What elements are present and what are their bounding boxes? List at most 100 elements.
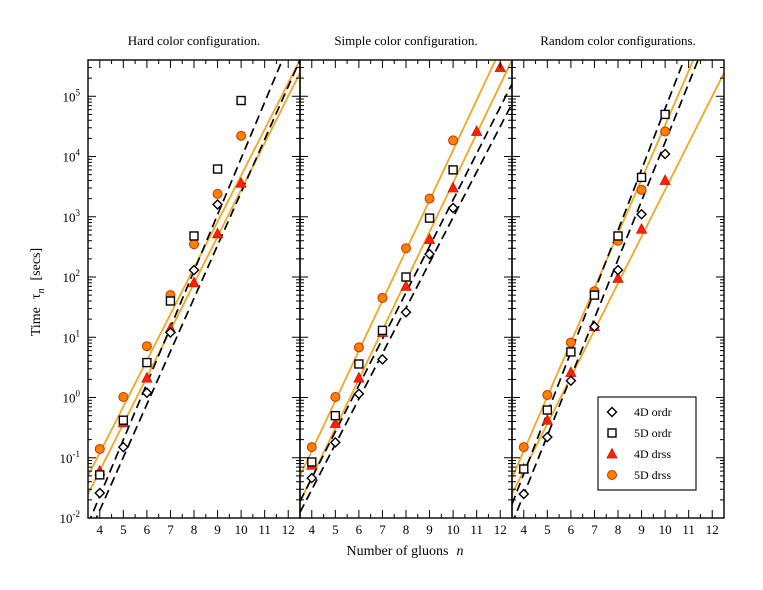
data-point-5d-ordr — [307, 457, 317, 467]
data-point-5d-ordr — [354, 359, 364, 369]
y-tick-label: 10-1 — [60, 449, 81, 466]
x-tick-label: 6 — [144, 522, 151, 537]
x-ticks: 4 5 6 7 8 9 10 11 12 — [299, 60, 513, 537]
data-point-4d-drss — [447, 181, 459, 193]
data-point-4d-drss — [141, 371, 153, 383]
data-point-4d-drss — [188, 276, 200, 288]
x-tick-label: 8 — [403, 522, 410, 537]
data-point-4d-ordr — [424, 248, 436, 260]
data-point-5d-drss — [94, 443, 105, 454]
fit-line-4d-ordr — [95, 60, 300, 518]
panel-title: Simple color configuration. — [334, 33, 477, 48]
x-tick-label: 8 — [191, 522, 198, 537]
data-point-5d-drss — [118, 391, 129, 402]
data-point-4d-ordr — [659, 148, 671, 160]
legend-label: 5D drss — [634, 468, 671, 482]
data-point-5d-drss — [212, 188, 223, 199]
axis-labels: Number of gluons n Timeτn[secs] — [29, 248, 463, 559]
panel-1: Hard color configuration. 4 5 6 7 8 9 10 11 12 — [87, 33, 301, 537]
data-point-4d-drss — [541, 413, 553, 425]
data-point-4d-ordr — [518, 488, 530, 500]
x-tick-label: 4 — [521, 522, 528, 537]
legend: 4D ordr 5D ordr 4D drss 5D drss — [597, 396, 697, 491]
legend-label: 4D ordr — [634, 405, 672, 419]
data-point-5d-ordr — [377, 325, 388, 336]
data-point-5d-drss — [636, 184, 647, 195]
data-point-4d-drss — [659, 174, 671, 185]
panel-3: Random color configurations. 4 5 6 7 8 9 10 11 12 — [511, 33, 725, 537]
x-tick-label: 5 — [332, 522, 339, 537]
data-point-4d-drss — [329, 417, 341, 428]
y-tick-labels: 10-2 10-1 100 101 102 103 104 105 — [60, 87, 81, 526]
x-ticks: 4 5 6 7 8 9 10 11 12 — [511, 60, 725, 537]
panel-title: Random color configurations. — [540, 33, 696, 48]
fit-line-5d-ordr — [300, 83, 512, 502]
y-tick-label: 101 — [63, 328, 81, 345]
data-point-5d-drss — [306, 442, 317, 453]
data-point-5d-drss — [236, 130, 247, 141]
data-point-4d-ordr — [306, 472, 318, 484]
x-tick-label: 11 — [682, 522, 695, 537]
x-axis-label: Number of gluons n — [347, 544, 464, 559]
x-tick-label: 7 — [167, 522, 174, 537]
data-point-5d-ordr — [660, 109, 670, 120]
data-point-4d-ordr — [212, 198, 224, 210]
data-point-5d-ordr — [566, 347, 576, 357]
x-tick-label: 10 — [659, 522, 672, 537]
data-point-4d-ordr — [329, 436, 341, 448]
y-tick-label: 103 — [63, 208, 81, 225]
data-point-5d-drss — [565, 337, 576, 348]
data-point-4d-drss — [612, 271, 624, 283]
data-point-4d-ordr — [588, 321, 600, 333]
data-point-5d-drss — [542, 390, 553, 401]
data-point-5d-ordr — [95, 470, 105, 480]
x-tick-label: 7 — [379, 522, 386, 537]
x-ticks: 4 5 6 7 8 9 10 11 12 — [87, 60, 301, 537]
x-tick-label: 8 — [615, 522, 622, 537]
data-point-4d-drss — [353, 371, 365, 383]
data-point-5d-ordr — [448, 165, 458, 175]
data-point-4d-ordr — [636, 208, 648, 220]
y-ticks — [88, 59, 300, 519]
x-tick-label: 10 — [235, 522, 248, 537]
data-point-4d-ordr — [612, 264, 624, 276]
data-points — [94, 95, 247, 499]
data-point-5d-drss — [377, 292, 388, 303]
legend-marker-4d-ordr — [606, 406, 618, 418]
legend-label: 5D ordr — [634, 426, 672, 440]
data-point-5d-ordr — [542, 405, 553, 415]
x-tick-label: 12 — [706, 522, 719, 537]
data-point-5d-ordr — [142, 357, 152, 368]
y-tick-label: 105 — [63, 87, 81, 104]
data-point-5d-ordr — [589, 290, 600, 300]
data-point-5d-ordr — [118, 415, 129, 425]
data-point-4d-drss — [235, 176, 247, 188]
y-tick-label: 102 — [63, 268, 81, 285]
fit-line-5d-ordr — [512, 60, 685, 505]
data-point-4d-ordr — [376, 353, 388, 365]
data-point-5d-drss — [330, 391, 341, 402]
y-tick-label: 104 — [63, 148, 81, 165]
legend-label: 4D drss — [634, 447, 671, 461]
data-point-4d-ordr — [565, 375, 577, 387]
data-point-5d-ordr — [401, 272, 411, 282]
y-ticks — [300, 59, 512, 519]
x-tick-label: 11 — [258, 522, 271, 537]
data-point-4d-ordr — [353, 388, 365, 400]
data-point-5d-ordr — [330, 410, 341, 421]
x-tick-label: 5 — [120, 522, 127, 537]
x-tick-label: 12 — [494, 522, 507, 537]
y-tick-label: 10-2 — [60, 509, 81, 526]
data-point-5d-ordr — [519, 464, 529, 474]
data-point-5d-ordr — [165, 296, 176, 306]
panel-title: Hard color configuration. — [128, 33, 260, 48]
y-axis-label: Timeτn[secs] — [29, 248, 47, 336]
data-point-4d-drss — [400, 279, 412, 291]
data-point-5d-ordr — [613, 231, 623, 241]
data-point-4d-drss — [423, 233, 436, 244]
data-point-4d-ordr — [164, 326, 176, 338]
x-tick-label: 7 — [591, 522, 598, 537]
data-point-5d-drss — [401, 243, 411, 254]
data-point-5d-drss — [518, 442, 529, 453]
